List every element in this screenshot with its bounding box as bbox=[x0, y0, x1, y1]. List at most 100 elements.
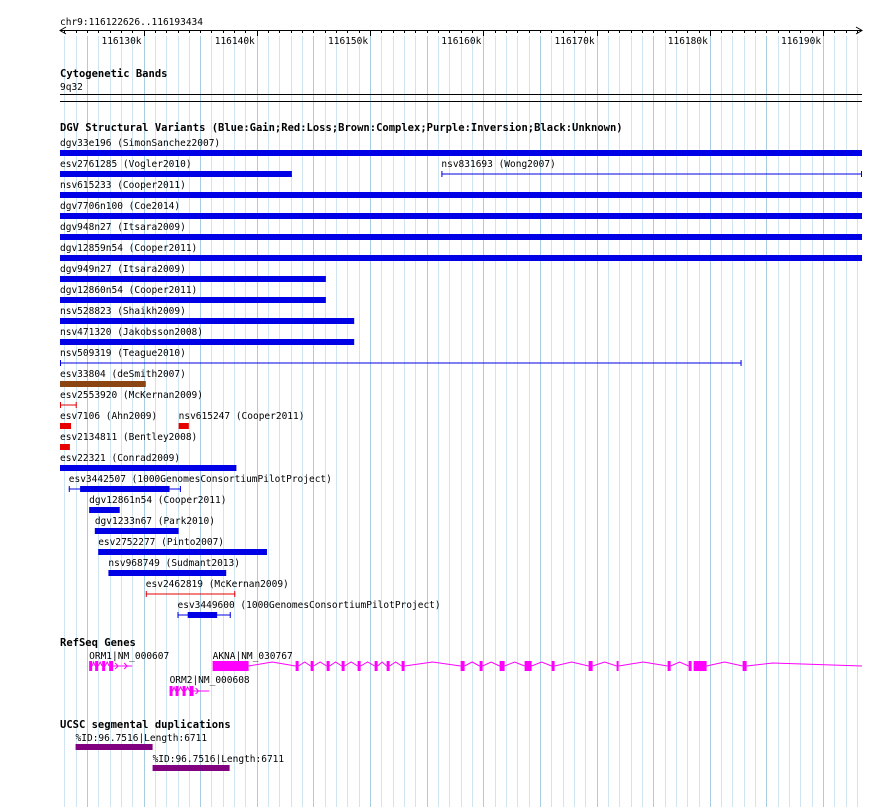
cytoband-label: 9q32 bbox=[60, 82, 83, 93]
segdup-feature: %ID:96.7516|Length:6711 bbox=[152, 754, 285, 771]
dgv-feature-bar bbox=[187, 612, 218, 618]
gene-intron bbox=[185, 685, 191, 692]
segdup-features: %ID:96.7516|Length:6711 %ID:96.7516|Lengt… bbox=[75, 733, 285, 771]
gene-exon bbox=[479, 661, 483, 671]
dgv-track: DGV Structural Variants (Blue:Gain;Red:L… bbox=[60, 122, 862, 618]
gene-exon bbox=[212, 661, 249, 671]
refseq-gene-label: ORM2|NM_000608 bbox=[170, 675, 250, 686]
gene-exon bbox=[667, 661, 671, 671]
dgv-feature-label: esv2553920 (McKernan2009) bbox=[60, 390, 203, 401]
refseq-gene: AKNA|NM_030767 bbox=[212, 651, 863, 671]
ruler-tick-label: 116190k bbox=[781, 36, 821, 47]
ruler-tick-label: 116130k bbox=[101, 36, 141, 47]
dgv-feature-bar bbox=[60, 213, 862, 219]
gene-exon bbox=[386, 661, 390, 671]
refseq-track: RefSeq Genes ORM1|NM_000607 AKNA|NM_03076… bbox=[60, 637, 863, 696]
ruler-location: chr9:116122626..116193434 bbox=[60, 17, 203, 28]
gene-intron bbox=[404, 661, 461, 667]
gene-strand-arrow bbox=[195, 687, 200, 695]
dgv-feature-bar bbox=[60, 255, 862, 261]
gene-exon bbox=[341, 661, 345, 671]
dgv-feature: nsv509319 (Teague2010) bbox=[60, 348, 742, 366]
dgv-feature-bar bbox=[60, 423, 72, 429]
gene-intron bbox=[554, 661, 589, 667]
dgv-feature-label: dgv12860n54 (Cooper2011) bbox=[60, 285, 197, 296]
gene-exon bbox=[109, 661, 114, 671]
dgv-feature-label: dgv12859n54 (Cooper2011) bbox=[60, 243, 197, 254]
dgv-feature-bar bbox=[60, 171, 292, 177]
gene-exon bbox=[169, 686, 173, 696]
vertical-grid bbox=[64, 36, 858, 807]
cytoband-track: Cytogenetic Bands 9q32 bbox=[60, 68, 862, 102]
dgv-feature-label: dgv1233n67 (Park2010) bbox=[95, 516, 215, 527]
gene-exon bbox=[182, 686, 186, 696]
dgv-feature: esv2462819 (McKernan2009) bbox=[145, 579, 289, 597]
gene-exon bbox=[95, 661, 99, 671]
segdup-feature-label: %ID:96.7516|Length:6711 bbox=[153, 754, 285, 765]
dgv-feature-label: nsv509319 (Teague2010) bbox=[60, 348, 186, 359]
gene-intron bbox=[706, 661, 743, 667]
dgv-feature-bar bbox=[94, 528, 179, 534]
dgv-feature-label: nsv615233 (Cooper2011) bbox=[60, 180, 186, 191]
gene-intron bbox=[389, 661, 402, 667]
gene-intron bbox=[360, 661, 375, 667]
gene-exon bbox=[693, 661, 707, 671]
dgv-features: dgv33e196 (SimonSanchez2007) esv2761285 (… bbox=[60, 138, 862, 618]
dgv-feature-bar bbox=[98, 549, 267, 555]
gene-intron bbox=[97, 660, 103, 667]
segdup-feature-bar bbox=[75, 744, 153, 750]
gene-strand-arrow bbox=[114, 662, 119, 670]
refseq-gene-label: AKNA|NM_030767 bbox=[213, 651, 293, 662]
dgv-feature-bar bbox=[60, 339, 355, 345]
dgv-feature-label: nsv831693 (Wong2007) bbox=[441, 159, 555, 170]
dgv-feature-label: dgv7706n100 (Coe2014) bbox=[60, 201, 180, 212]
gene-intron bbox=[178, 685, 184, 692]
gene-exon bbox=[175, 686, 179, 696]
refseq-gene: ORM1|NM_000607 bbox=[89, 651, 169, 671]
dgv-feature: dgv12860n54 (Cooper2011) bbox=[60, 285, 326, 303]
dgv-feature: esv3442507 (1000GenomesConsortiumPilotPr… bbox=[68, 474, 332, 492]
segdup-title: UCSC segmental duplications bbox=[60, 719, 231, 731]
gene-intron bbox=[344, 661, 358, 667]
ruler-tick-label: 116180k bbox=[668, 36, 708, 47]
dgv-feature: esv2752277 (Pinto2007) bbox=[98, 537, 267, 555]
ruler-ticks: 116130k 116140k 116150k 116160k 116170k 11618… bbox=[64, 30, 858, 47]
dgv-feature: dgv12861n54 (Cooper2011) bbox=[89, 495, 226, 513]
cytoband-title: Cytogenetic Bands bbox=[60, 68, 167, 80]
dgv-feature-bar bbox=[89, 507, 120, 513]
segdup-feature-label: %ID:96.7516|Length:6711 bbox=[76, 733, 208, 744]
dgv-feature-label: nsv615247 (Cooper2011) bbox=[179, 411, 305, 422]
dgv-feature-bar bbox=[60, 276, 326, 282]
dgv-feature: nsv968749 (Sudmant2013) bbox=[108, 558, 240, 576]
gene-intron bbox=[313, 661, 327, 667]
refseq-title: RefSeq Genes bbox=[60, 637, 136, 649]
dgv-feature: nsv831693 (Wong2007) bbox=[441, 159, 862, 177]
gene-exon bbox=[460, 661, 465, 671]
dgv-feature: esv22321 (Conrad2009) bbox=[60, 453, 237, 471]
dgv-feature: dgv1233n67 (Park2010) bbox=[94, 516, 215, 534]
gene-intron bbox=[592, 661, 617, 667]
dgv-feature: esv3449600 (1000GenomesConsortiumPilotPr… bbox=[177, 600, 441, 618]
gene-intron bbox=[482, 661, 500, 667]
segdup-feature-bar bbox=[152, 765, 230, 771]
dgv-feature-bar bbox=[60, 465, 237, 471]
gene-intron bbox=[670, 661, 689, 667]
dgv-feature-bar bbox=[60, 297, 326, 303]
gene-exon bbox=[189, 686, 194, 696]
gene-exon bbox=[295, 661, 299, 671]
gene-exon bbox=[688, 661, 692, 671]
dgv-feature-bar bbox=[60, 444, 70, 450]
gene-exon bbox=[499, 661, 505, 671]
dgv-feature-label: esv2761285 (Vogler2010) bbox=[60, 159, 192, 170]
gene-strand-arrow bbox=[123, 662, 128, 670]
dgv-feature: dgv7706n100 (Coe2014) bbox=[60, 201, 862, 219]
dgv-title: DGV Structural Variants (Blue:Gain;Red:L… bbox=[60, 122, 623, 134]
dgv-feature: nsv615247 (Cooper2011) bbox=[178, 411, 305, 429]
gene-exon bbox=[326, 661, 330, 671]
gene-intron bbox=[172, 685, 177, 692]
gene-intron bbox=[464, 661, 480, 667]
dgv-feature-label: esv22321 (Conrad2009) bbox=[60, 453, 180, 464]
gene-exon bbox=[524, 661, 532, 671]
dgv-feature-label: dgv33e196 (SimonSanchez2007) bbox=[60, 138, 220, 149]
